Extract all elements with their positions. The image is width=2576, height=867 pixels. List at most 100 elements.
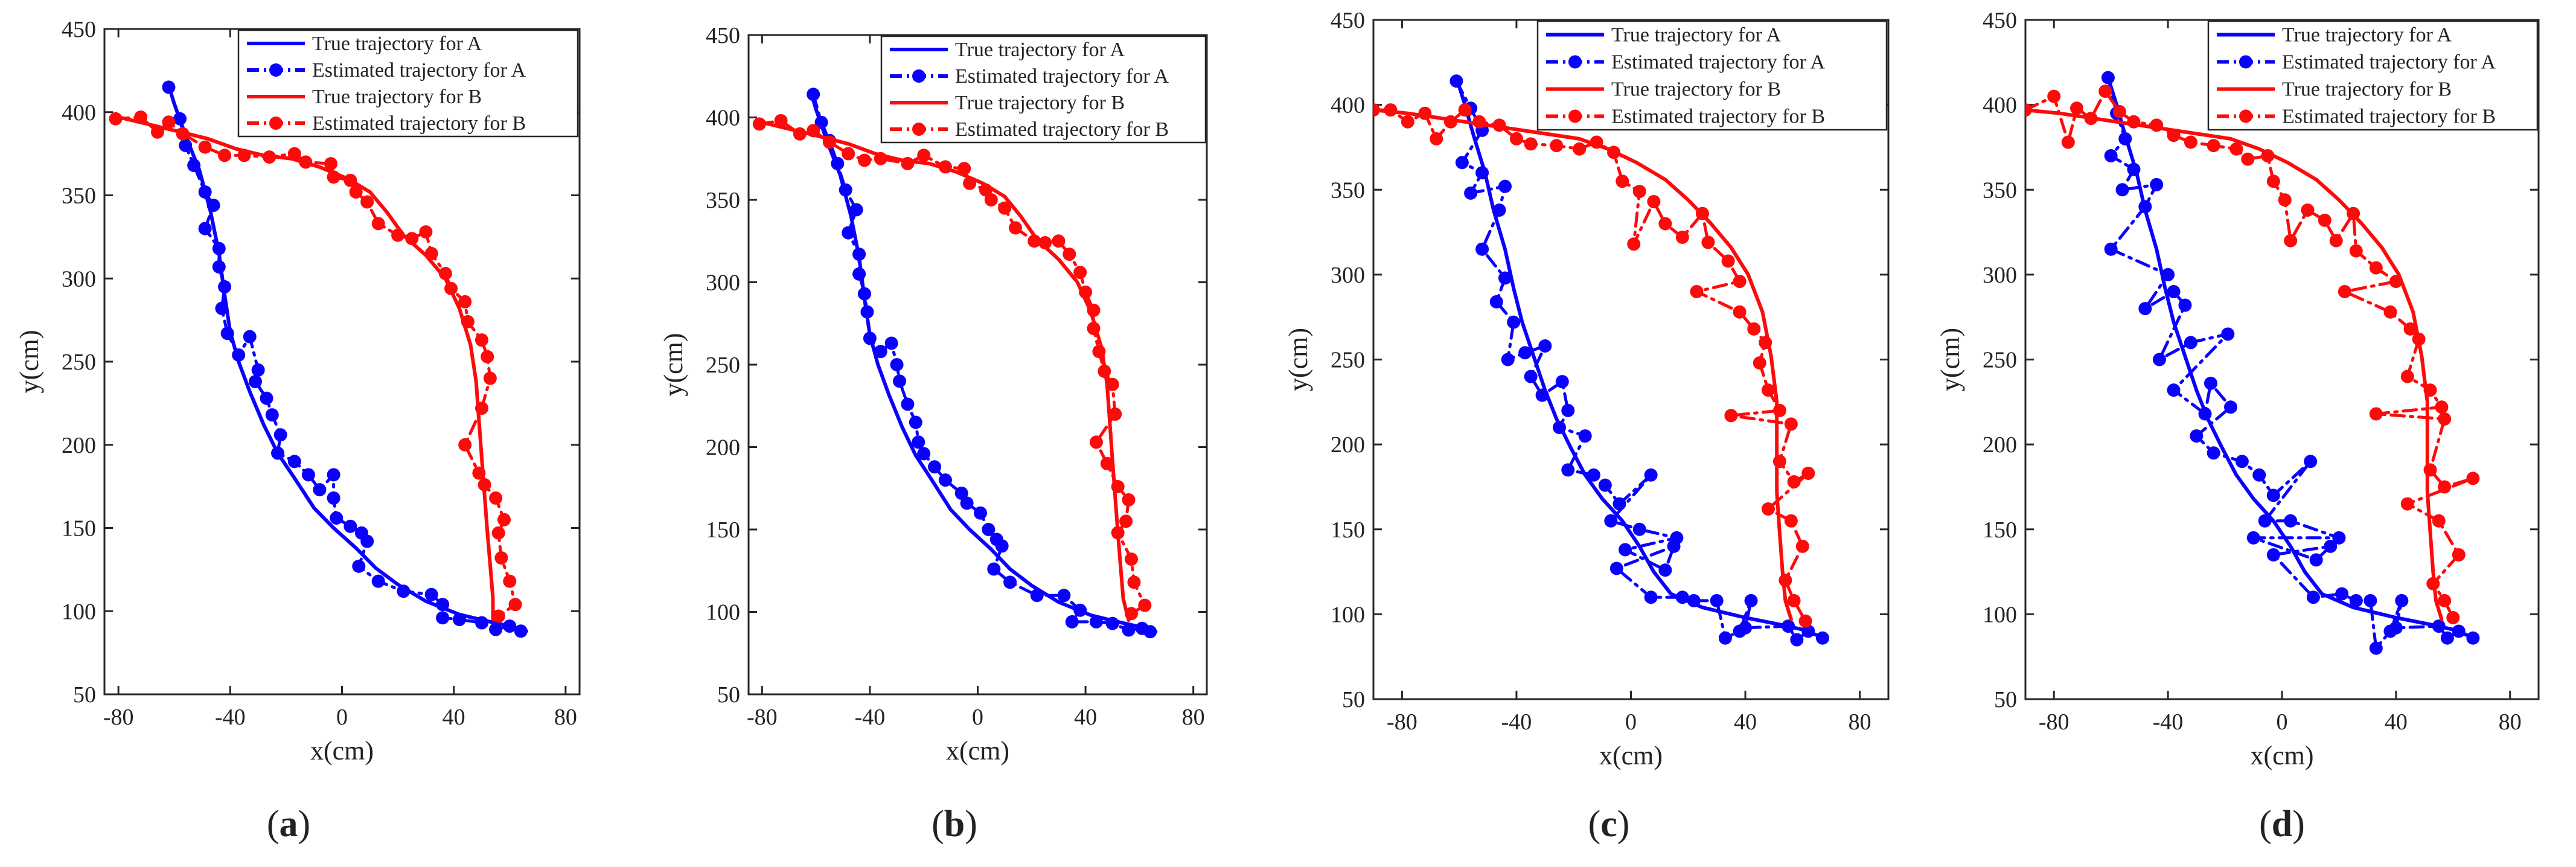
- estimated-trajectory-b-point: [475, 402, 488, 415]
- panel-label-open: (: [267, 804, 280, 845]
- estimated-trajectory-a-point: [1065, 615, 1079, 629]
- estimated-trajectory-a-point: [1073, 603, 1087, 617]
- estimated-trajectory-b-point: [472, 466, 486, 480]
- estimated-trajectory-b-point: [1675, 231, 1689, 244]
- estimated-trajectory-b-point: [1373, 103, 1380, 117]
- estimated-trajectory-a-point: [839, 183, 852, 197]
- legend-entry-label: True trajectory for B: [1611, 78, 1781, 101]
- estimated-trajectory-b-point: [1087, 303, 1101, 317]
- estimated-trajectory-a-point: [893, 374, 907, 388]
- legend-entry-label: True trajectory for A: [1611, 24, 1782, 46]
- estimated-trajectory-a-point: [814, 115, 828, 129]
- estimated-trajectory-b-point: [1028, 234, 1041, 248]
- true-trajectory-b-line: [117, 115, 495, 621]
- estimated-trajectory-a-point: [987, 562, 1001, 576]
- panel-label: (b): [932, 804, 977, 845]
- estimated-trajectory-a-point: [198, 222, 212, 235]
- estimated-trajectory-b-point: [489, 491, 503, 505]
- estimated-trajectory-a-point: [960, 496, 974, 510]
- estimated-trajectory-a-point: [424, 587, 438, 601]
- estimated-trajectory-a-point: [2161, 267, 2175, 281]
- estimated-trajectory-a-point: [198, 185, 212, 199]
- estimated-trajectory-b-point: [1753, 356, 1766, 370]
- estimated-trajectory-b-point: [822, 135, 836, 149]
- estimated-trajectory-b-point: [263, 150, 276, 164]
- y-tick-label: 100: [1983, 602, 2017, 627]
- estimated-trajectory-a-point: [2389, 621, 2403, 635]
- estimated-trajectory-a-point: [514, 624, 528, 638]
- legend-swatch-marker: [2239, 55, 2252, 69]
- estimated-trajectory-a-point: [1057, 589, 1071, 603]
- estimated-trajectory-a-point: [475, 616, 488, 630]
- legend-entry-label: True trajectory for B: [312, 86, 482, 108]
- estimated-trajectory-a-point: [2204, 376, 2217, 390]
- estimated-trajectory-b-point: [1772, 403, 1786, 417]
- x-tick-label: -80: [103, 705, 134, 730]
- estimated-trajectory-a-point: [2309, 553, 2323, 567]
- legend-entry-label: Estimated trajectory for B: [1611, 106, 1825, 128]
- x-axis-label: x(cm): [2250, 741, 2313, 770]
- estimated-trajectory-b-point: [1009, 221, 1023, 235]
- estimated-trajectory-b-point: [1801, 466, 1815, 480]
- estimated-trajectory-b-point: [478, 478, 491, 491]
- estimated-trajectory-b-point: [150, 125, 164, 139]
- estimated-trajectory-b-point: [327, 170, 340, 184]
- estimated-trajectory-a-point: [995, 539, 1009, 553]
- estimated-trajectory-b-point: [752, 117, 766, 131]
- estimated-trajectory-b-point: [1111, 480, 1125, 494]
- estimated-trajectory-a-point: [2104, 149, 2118, 162]
- estimated-trajectory-b-point: [1087, 321, 1101, 335]
- estimated-trajectory-b-point: [371, 217, 385, 231]
- estimated-trajectory-b-point: [2400, 370, 2414, 383]
- estimated-trajectory-b-point: [458, 438, 472, 452]
- estimated-trajectory-b-point: [963, 176, 977, 190]
- estimated-trajectory-a-point: [2178, 298, 2192, 312]
- estimated-trajectory-a-point: [1644, 468, 1658, 482]
- plot-area: [752, 88, 1158, 639]
- estimated-trajectory-b-point: [1079, 285, 1093, 299]
- estimated-trajectory-b-point: [2432, 514, 2446, 528]
- estimated-trajectory-b-point: [917, 149, 931, 162]
- estimated-trajectory-a-point: [397, 584, 411, 598]
- y-tick-label: 350: [1983, 178, 2017, 203]
- estimated-trajectory-a-point: [2266, 548, 2280, 561]
- estimated-trajectory-b-point: [494, 551, 508, 565]
- estimated-trajectory-b-point: [461, 315, 475, 328]
- estimated-trajectory-b-point: [299, 155, 313, 169]
- estimated-trajectory-b-point: [2284, 234, 2298, 248]
- estimated-trajectory-a-point: [852, 248, 866, 261]
- estimated-trajectory-b-point: [2347, 206, 2360, 220]
- estimated-trajectory-a-point: [1578, 429, 1592, 443]
- y-tick-label: 150: [706, 517, 740, 543]
- estimated-trajectory-a-point: [2138, 200, 2152, 214]
- estimated-trajectory-b-point: [1627, 237, 1641, 251]
- estimated-trajectory-b-point: [1573, 142, 1587, 156]
- estimated-trajectory-b-point: [344, 173, 357, 187]
- estimated-trajectory-b-point: [109, 112, 123, 126]
- estimated-trajectory-b-point: [1733, 305, 1747, 319]
- estimated-trajectory-a-point: [849, 203, 863, 217]
- panel-label: (d): [2259, 804, 2305, 845]
- estimated-trajectory-a-point: [912, 435, 925, 449]
- estimated-trajectory-a-point: [2184, 336, 2197, 350]
- estimated-trajectory-a-point: [2207, 446, 2220, 460]
- x-tick-label: 0: [336, 705, 348, 730]
- estimated-trajectory-a-point: [2104, 242, 2118, 256]
- estimated-trajectory-b-point: [1401, 115, 1414, 129]
- estimated-trajectory-a-point: [2127, 162, 2141, 176]
- estimated-trajectory-a-point: [857, 287, 871, 301]
- estimated-trajectory-a-point: [1782, 619, 1795, 633]
- estimated-trajectory-a-point: [1644, 590, 1658, 604]
- y-tick-label: 200: [1331, 432, 1365, 458]
- legend-swatch-marker: [2239, 109, 2252, 123]
- estimated-trajectory-a-point: [2266, 488, 2280, 502]
- y-tick-label: 300: [62, 266, 96, 292]
- estimated-trajectory-b-point: [2070, 101, 2083, 115]
- y-tick-label: 100: [1331, 602, 1365, 627]
- estimated-trajectory-a-point: [1524, 370, 1538, 383]
- estimated-trajectory-b-point: [2426, 577, 2440, 590]
- estimated-trajectory-a-point: [301, 468, 315, 482]
- y-tick-label: 400: [1331, 93, 1365, 118]
- chart-panel-4: -80 -40 0 40 80 50 100 150 200 250 300 350 400 450 x(c…: [1935, 8, 2540, 770]
- panel-label: (c): [1588, 804, 1630, 845]
